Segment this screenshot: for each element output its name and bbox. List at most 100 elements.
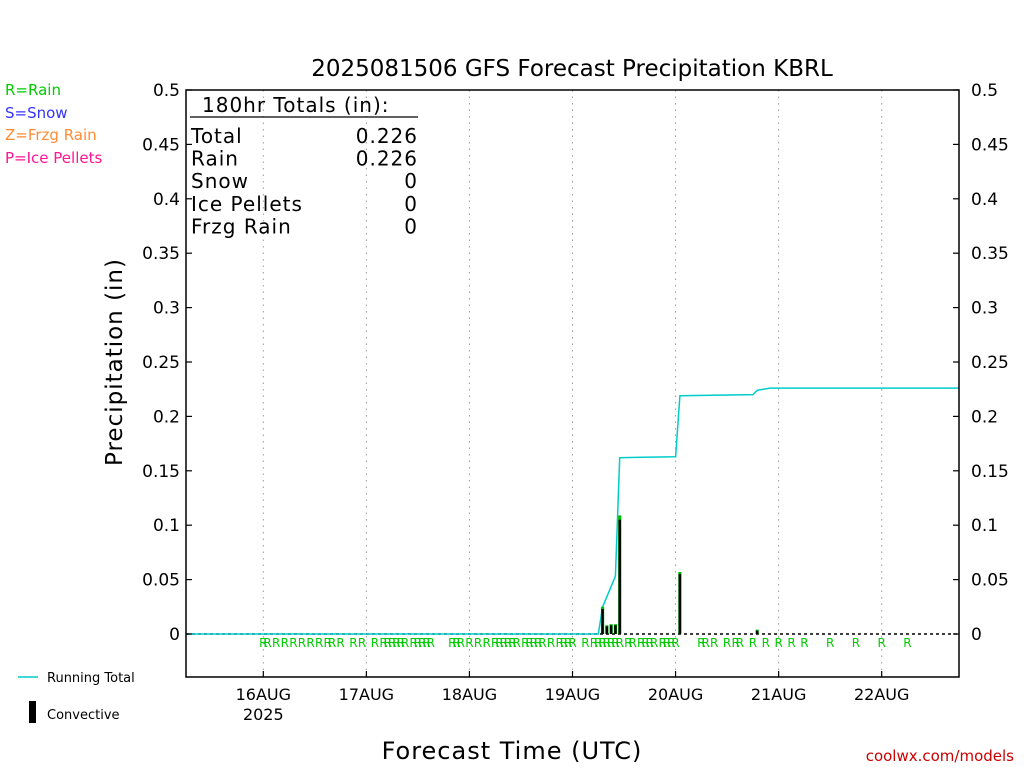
rain-marker: R	[315, 636, 323, 650]
x-tick-label: 21AUG	[751, 685, 806, 704]
rain-marker: R	[289, 636, 297, 650]
y-tick-label-right: 0	[971, 625, 982, 645]
convective-bar	[601, 608, 604, 634]
rain-marker: R	[560, 636, 568, 650]
totals-heading: 180hr Totals (in):	[202, 93, 390, 117]
rain-marker: R	[513, 636, 521, 650]
rain-marker: R	[409, 636, 417, 650]
rain-marker: R	[624, 636, 632, 650]
convective-bar	[614, 625, 617, 634]
rain-marker: R	[852, 636, 860, 650]
x-tick-label: 19AUG	[545, 685, 600, 704]
convective-bar	[755, 630, 759, 634]
rain-marker: R	[259, 636, 267, 650]
convective-bar	[605, 626, 609, 634]
rain-marker: R	[452, 636, 460, 650]
x-axis-label: Forecast Time (UTC)	[382, 737, 643, 765]
rain-marker: R	[371, 636, 379, 650]
rain-marker: R	[723, 636, 731, 650]
rain-marker: R	[521, 636, 529, 650]
x-tick-sublabel: 2025	[243, 705, 284, 724]
rain-marker: R	[491, 636, 499, 650]
y-tick-label-left: 0.15	[142, 462, 180, 482]
running-total-legend-label: Running Total	[47, 671, 135, 686]
convective-legend-swatch	[29, 701, 36, 723]
rain-marker: R	[650, 636, 658, 650]
rain-marker: R	[336, 636, 344, 650]
y-axis-label: Precipitation (in)	[102, 258, 128, 466]
rain-marker: R	[826, 636, 834, 650]
rain-marker: R	[555, 636, 563, 650]
x-tick-label: 18AUG	[442, 685, 497, 704]
rain-marker: R	[397, 636, 405, 650]
rain-marker: R	[603, 636, 611, 650]
totals-row-value: 0	[404, 192, 418, 216]
rain-marker: R	[414, 636, 422, 650]
totals-row-value: 0	[404, 214, 418, 238]
rain-marker: R	[607, 636, 615, 650]
y-tick-label-right: 0.45	[971, 135, 1009, 155]
x-tick-label: 22AUG	[854, 685, 909, 704]
rain-marker: R	[538, 636, 546, 650]
totals-row-value: 0.226	[356, 147, 418, 171]
y-tick-label-left: 0.2	[153, 407, 180, 427]
rain-marker: R	[525, 636, 533, 650]
rain-marker: R	[384, 636, 392, 650]
legend-ice-pellets: P=Ice Pellets	[5, 149, 102, 167]
rain-marker: R	[465, 636, 473, 650]
rain-marker: R	[379, 636, 387, 650]
rain-marker: R	[427, 636, 435, 650]
rain-marker: R	[628, 636, 636, 650]
rain-marker: R	[671, 636, 679, 650]
y-tick-label-left: 0.5	[153, 81, 180, 101]
rain-marker: R	[701, 636, 709, 650]
rain-marker: R	[401, 636, 409, 650]
totals-row-label: Ice Pellets	[191, 192, 303, 216]
rain-marker: R	[616, 636, 624, 650]
rain-marker: R	[710, 636, 718, 650]
totals-row-value: 0.226	[356, 124, 418, 148]
rain-marker: R	[663, 636, 671, 650]
x-tick-label: 17AUG	[339, 685, 394, 704]
type-legend: R=Rain S=Snow Z=Frzg Rain P=Ice Pellets	[5, 81, 102, 167]
vertical-grid-lines	[262, 90, 883, 677]
rain-marker: R	[598, 636, 606, 650]
y-tick-label-right: 0.15	[971, 462, 1009, 482]
rain-marker: R	[646, 636, 654, 650]
rain-marker: R	[594, 636, 602, 650]
rain-marker: R	[422, 636, 430, 650]
y-tick-label-right: 0.25	[971, 353, 1009, 373]
totals-row-label: Total	[190, 124, 243, 148]
rain-marker: R	[418, 636, 426, 650]
totals-box: 180hr Totals (in): Total 0.226 Rain 0.226 Sno…	[190, 93, 418, 238]
rain-marker: R	[281, 636, 289, 650]
convective-bar	[678, 574, 682, 634]
convective-legend-label: Convective	[47, 708, 120, 723]
rain-marker: R	[697, 636, 705, 650]
rain-marker: R	[762, 636, 770, 650]
y-axis-left: 0 0.05 0.1 0.15 0.2 0.25 0.3 0.35 0.4 0.45 0.5	[142, 81, 192, 645]
rain-marker: R	[508, 636, 516, 650]
y-tick-label-left: 0.1	[153, 516, 180, 536]
series-legend: Running Total Convective	[18, 671, 135, 723]
y-tick-label-right: 0.1	[971, 516, 998, 536]
rain-marker: R	[328, 636, 336, 650]
rain-marker: R	[263, 636, 271, 650]
rain-marker: R	[547, 636, 555, 650]
rain-marker: R	[800, 636, 808, 650]
rain-marker: R	[349, 636, 357, 650]
y-tick-label-right: 0.2	[971, 407, 998, 427]
y-tick-label-left: 0.4	[153, 190, 180, 210]
rain-marker: R	[388, 636, 396, 650]
rain-marker: R	[564, 636, 572, 650]
rain-marker: R	[736, 636, 744, 650]
y-tick-label-left: 0.25	[142, 353, 180, 373]
chart-title: 2025081506 GFS Forecast Precipitation KB…	[311, 56, 833, 82]
rain-marker: R	[495, 636, 503, 650]
y-tick-label-left: 0.05	[142, 571, 180, 591]
rain-marker: R	[482, 636, 490, 650]
precip-bars	[600, 515, 759, 634]
rain-marker: R	[298, 636, 306, 650]
